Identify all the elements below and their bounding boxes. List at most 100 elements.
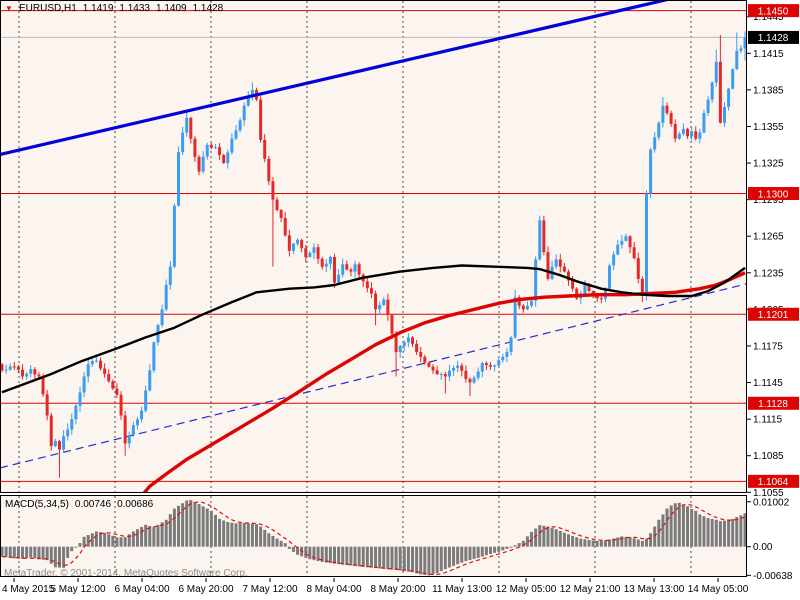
macd-bar xyxy=(620,536,624,547)
macd-bar xyxy=(509,546,513,548)
macd-bar xyxy=(12,546,16,559)
macd-bar xyxy=(103,532,107,547)
macd-bar xyxy=(497,546,501,552)
macd-bar xyxy=(263,529,267,547)
candle xyxy=(275,199,279,211)
candle xyxy=(595,295,599,299)
macd-bar xyxy=(460,546,464,563)
time-tick-label: 4 May 2015 xyxy=(2,584,55,595)
macd-bar xyxy=(144,524,148,547)
trendline-dashed[interactable] xyxy=(0,283,747,469)
macd-bar xyxy=(168,514,172,547)
macd-bar xyxy=(513,545,517,547)
macd-bar xyxy=(562,532,566,547)
candle xyxy=(406,337,410,343)
macd-bar xyxy=(53,546,57,568)
macd-bar xyxy=(452,546,456,566)
candle xyxy=(608,265,612,289)
candle xyxy=(12,366,16,368)
candle xyxy=(525,305,529,310)
macd-bar xyxy=(99,532,103,547)
candle xyxy=(16,366,20,370)
macd-bar xyxy=(464,546,468,562)
main-pane-background xyxy=(0,0,747,493)
current-price-badge xyxy=(748,30,799,44)
candle xyxy=(238,120,242,131)
macd-bar xyxy=(411,546,414,573)
candle xyxy=(464,370,468,379)
candle xyxy=(127,434,131,444)
candle xyxy=(49,415,53,446)
candle xyxy=(271,181,275,200)
macd-bar xyxy=(209,510,213,547)
candle xyxy=(501,356,505,361)
macd-bar xyxy=(197,504,201,547)
candle xyxy=(234,130,238,139)
macd-bar xyxy=(722,520,726,547)
macd-bar xyxy=(345,546,349,566)
candle xyxy=(706,99,710,114)
macd-bar xyxy=(599,540,603,547)
macd-bar xyxy=(111,535,115,547)
candle xyxy=(172,205,176,267)
macd-bar xyxy=(521,540,525,547)
candle xyxy=(612,254,616,266)
candle xyxy=(37,374,41,377)
macd-bar xyxy=(534,528,538,547)
macd-bar xyxy=(152,527,156,547)
candle xyxy=(542,220,546,253)
time-tick-label: 6 May 20:00 xyxy=(178,584,233,595)
macd-bar xyxy=(29,546,33,558)
candle xyxy=(480,363,484,372)
macd-bar xyxy=(435,546,439,574)
macd-bar xyxy=(45,546,49,561)
macd-tick-label: 0.01002 xyxy=(753,497,790,508)
macd-bar xyxy=(185,500,189,547)
candle xyxy=(152,342,156,371)
macd-bar xyxy=(575,537,579,547)
macd-bar xyxy=(649,533,653,547)
candle xyxy=(353,264,357,272)
moving-average-slow[interactable] xyxy=(138,271,746,501)
macd-bar xyxy=(632,538,636,547)
candle xyxy=(427,362,431,367)
macd-bar xyxy=(349,546,353,566)
macd-bar xyxy=(279,540,283,547)
trendline-solid[interactable] xyxy=(0,0,668,156)
candle xyxy=(197,156,201,172)
macd-bar xyxy=(156,524,160,547)
macd-bar xyxy=(222,520,226,547)
macd-bar xyxy=(406,546,410,572)
candle xyxy=(513,297,517,338)
macd-bar xyxy=(271,535,275,547)
macd-bar xyxy=(731,518,735,547)
candle xyxy=(279,210,283,218)
candle xyxy=(431,366,435,371)
macd-bar xyxy=(140,526,144,547)
candle xyxy=(70,419,74,430)
macd-bar xyxy=(476,546,480,558)
candle xyxy=(209,144,213,148)
candle xyxy=(530,300,534,306)
candle xyxy=(131,425,135,435)
candle xyxy=(218,147,222,155)
level-price-badge-label: 1.1450 xyxy=(758,6,789,17)
macd-bar xyxy=(591,540,595,547)
macd-bar xyxy=(275,538,279,547)
candle xyxy=(488,365,492,367)
level-price-badge-label: 1.1201 xyxy=(758,310,789,321)
candle xyxy=(140,410,144,420)
candle xyxy=(534,259,538,301)
macd-bar xyxy=(505,546,509,549)
candle xyxy=(398,345,402,353)
candle xyxy=(735,50,739,70)
candle xyxy=(620,240,624,245)
macd-bar xyxy=(86,535,90,547)
moving-average-fast[interactable] xyxy=(1,264,746,394)
macd-bar xyxy=(230,522,234,547)
candle xyxy=(644,193,648,295)
price-tick-label: 1.1385 xyxy=(753,85,784,96)
macd-bar xyxy=(657,519,661,547)
macd-bar xyxy=(135,529,139,547)
